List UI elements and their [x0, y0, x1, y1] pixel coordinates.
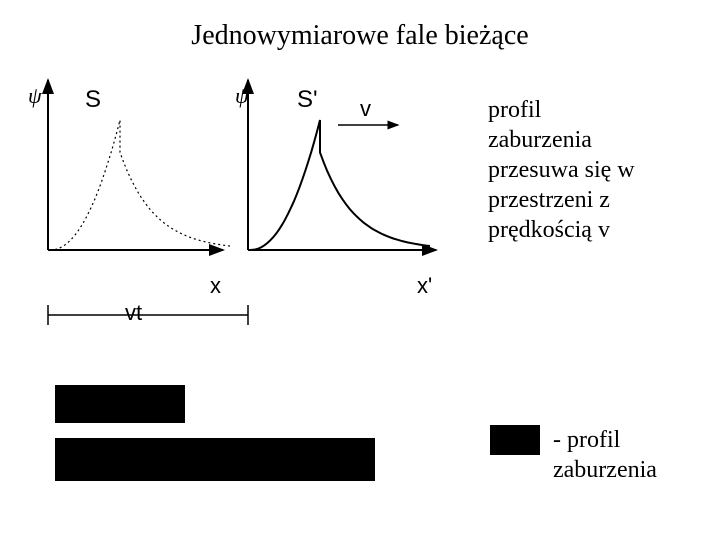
title-text: Jednowymiarowe fale bieżące [191, 20, 528, 52]
legend-text: - profil zaburzenia [553, 425, 657, 485]
vt-label: vt [125, 300, 142, 326]
legend-swatch [490, 425, 540, 455]
xprime-axis-label: x' [417, 273, 432, 299]
psi-label-1: ψ [28, 83, 42, 109]
annotation-line-4: przestrzeni z [488, 185, 635, 215]
velocity-label: v [360, 96, 371, 122]
legend-line-1: - profil [553, 427, 620, 453]
annotation-line-5: prędkością v [488, 215, 635, 245]
legend-line-2: zaburzenia [553, 457, 657, 483]
redacted-box-1 [55, 385, 185, 423]
annotation-line-3: przesuwa się w [488, 155, 635, 185]
psi-label-2: ψ [235, 83, 249, 109]
frame-s-label: S [85, 86, 101, 114]
page-title: Jednowymiarowe fale bieżące [0, 20, 720, 52]
wave-diagram [0, 70, 470, 370]
annotation-line-1: profil [488, 95, 635, 125]
redacted-box-2 [55, 438, 375, 481]
frame-sprime-label: S' [297, 86, 318, 114]
x-axis-label: x [210, 273, 221, 299]
annotation-line-2: zaburzenia [488, 125, 635, 155]
annotation-text: profil zaburzenia przesuwa się w przestr… [488, 95, 635, 245]
